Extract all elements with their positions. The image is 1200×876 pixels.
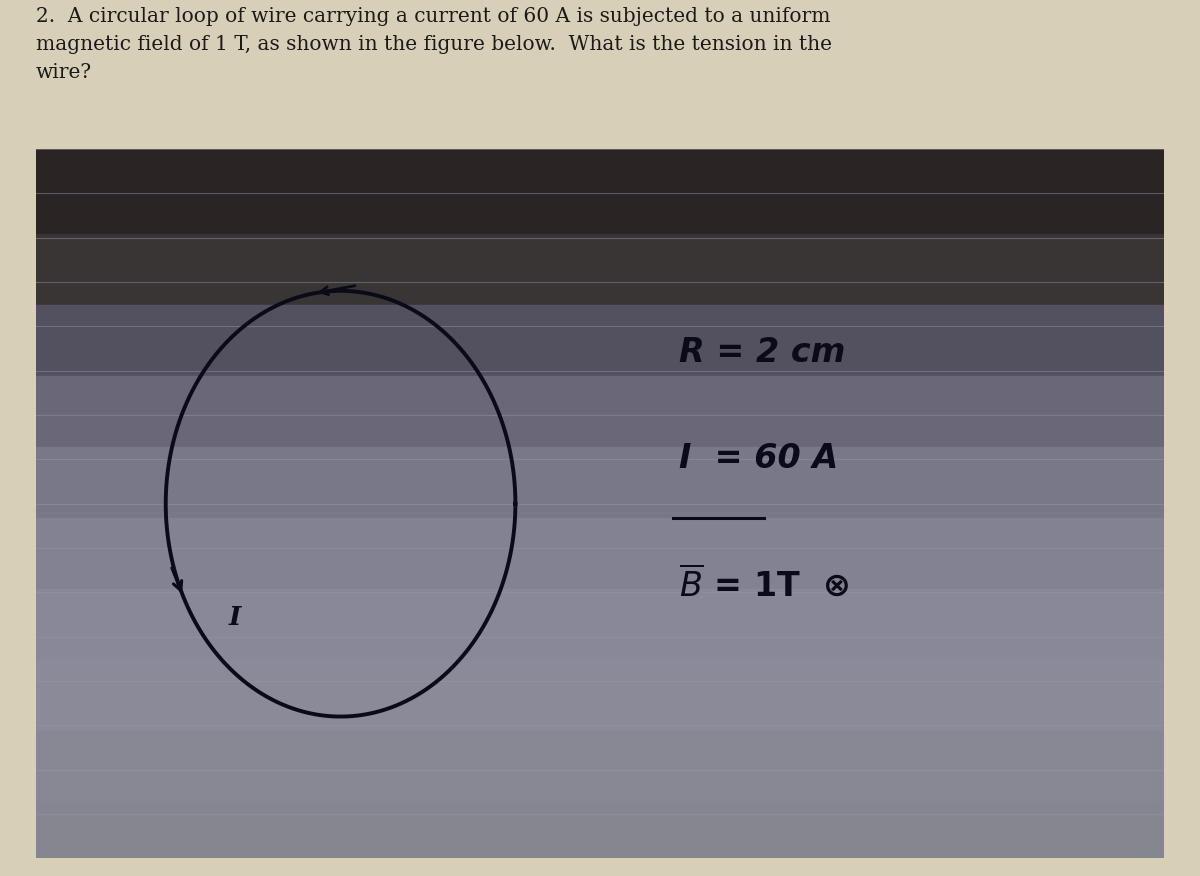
- Bar: [36, 447, 1164, 518]
- Bar: [36, 149, 1164, 234]
- Bar: [36, 234, 1164, 305]
- Text: $\overline{B}$ = 1T  ⊗: $\overline{B}$ = 1T ⊗: [679, 566, 850, 603]
- Bar: [36, 589, 1164, 660]
- Text: R = 2 cm: R = 2 cm: [679, 336, 845, 369]
- Text: 2.  A circular loop of wire carrying a current of 60 A is subjected to a uniform: 2. A circular loop of wire carrying a cu…: [36, 8, 832, 82]
- Bar: [36, 518, 1164, 589]
- Bar: [36, 802, 1164, 858]
- Text: I: I: [228, 604, 241, 630]
- Bar: [36, 731, 1164, 802]
- Bar: [36, 376, 1164, 447]
- Text: I  = 60 A: I = 60 A: [679, 442, 839, 475]
- Bar: [36, 305, 1164, 376]
- Bar: [36, 660, 1164, 731]
